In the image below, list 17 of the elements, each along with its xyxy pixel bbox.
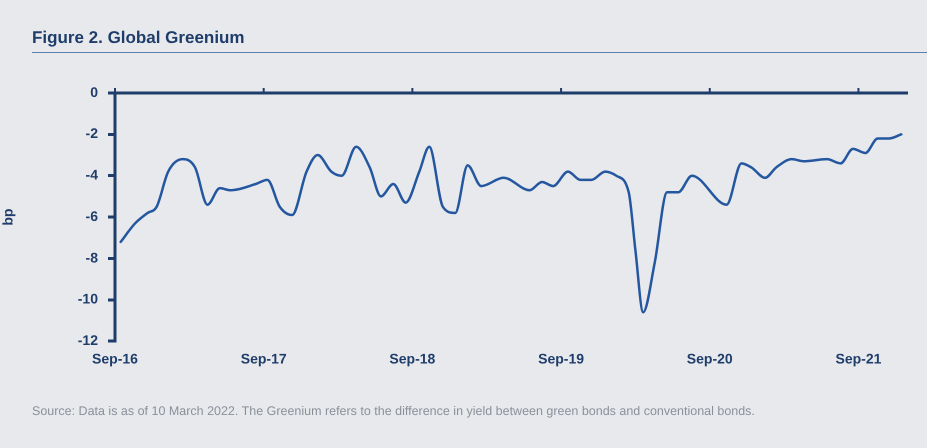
source-note: Source: Data is as of 10 March 2022. The Greenium refers to the difference in yield between green bonds and conventional bonds. <box>32 404 756 419</box>
x-tick-label: Sep-19 <box>538 350 584 366</box>
y-axis-title: bp <box>0 208 16 226</box>
y-tick-label: -8 <box>86 249 98 266</box>
y-tick-label: -4 <box>86 166 98 183</box>
x-tick-label: Sep-21 <box>835 350 882 366</box>
chart-title: Figure 2. Global Greenium <box>32 28 245 48</box>
x-tick-label: Sep-18 <box>389 350 436 366</box>
y-tick-label: -2 <box>86 125 98 142</box>
line-series <box>119 133 903 314</box>
y-tick-label: 0 <box>90 84 98 100</box>
y-tick-label: -10 <box>78 290 98 307</box>
x-tick-label: Sep-20 <box>686 350 733 366</box>
y-tick-label: -6 <box>86 208 98 224</box>
x-tick-label: Sep-16 <box>92 350 138 366</box>
x-tick-label: Sep-17 <box>240 350 287 366</box>
y-tick-label: -12 <box>78 332 98 348</box>
